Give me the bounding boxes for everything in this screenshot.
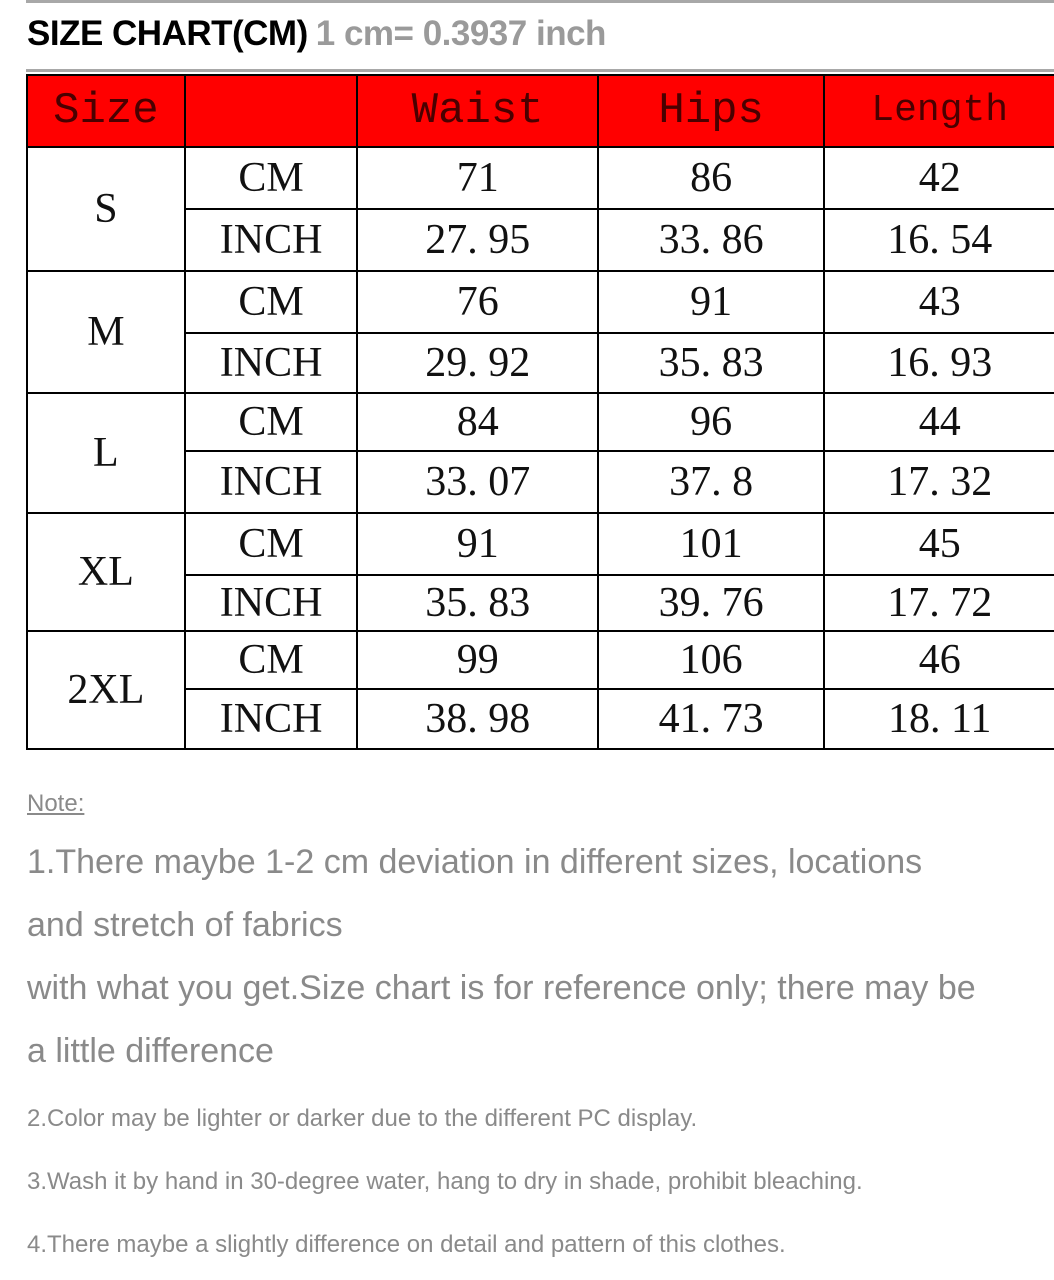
hips-cell: 37. 8 bbox=[596, 450, 826, 514]
unit-cell: CM bbox=[183, 512, 359, 576]
note-label: Note: bbox=[27, 790, 85, 817]
title-main: SIZE CHART(CM) bbox=[27, 14, 308, 53]
hips-cell: 41. 73 bbox=[596, 688, 826, 750]
length-cell: 46 bbox=[823, 630, 1054, 690]
length-cell: 16. 54 bbox=[823, 208, 1054, 272]
length-cell: 17. 32 bbox=[823, 450, 1054, 514]
title-conversion: 1 cm= 0.3937 inch bbox=[315, 14, 607, 53]
note-line: 3.Wash it by hand in 30-degree water, ha… bbox=[27, 1168, 863, 1195]
length-cell: 42 bbox=[823, 146, 1054, 210]
hips-cell: 101 bbox=[596, 512, 826, 576]
table-row: S CM 71 86 42 bbox=[26, 146, 1054, 272]
note-line: 1.There maybe 1-2 cm deviation in differ… bbox=[27, 843, 923, 881]
table-row: 2XL CM 99 106 46 bbox=[26, 630, 1054, 750]
length-cell: 18. 11 bbox=[823, 688, 1054, 750]
header-length: Length bbox=[823, 74, 1054, 148]
waist-cell: 84 bbox=[356, 392, 599, 452]
waist-cell: 91 bbox=[356, 512, 599, 576]
length-cell: 17. 72 bbox=[823, 574, 1054, 632]
note-line: with what you get.Size chart is for refe… bbox=[27, 969, 976, 1007]
table-row: INCH 35. 83 39. 76 17. 72 bbox=[27, 574, 1054, 632]
unit-cell: CM bbox=[183, 630, 359, 690]
table-row: INCH 27. 95 33. 86 16. 54 bbox=[27, 208, 1054, 272]
waist-cell: 27. 95 bbox=[356, 208, 599, 272]
header-size: Size bbox=[26, 74, 186, 148]
size-cell: 2XL bbox=[26, 630, 186, 750]
note-line: and stretch of fabrics bbox=[27, 906, 343, 944]
unit-cell: CM bbox=[183, 392, 359, 452]
waist-cell: 76 bbox=[356, 270, 599, 334]
header-unit bbox=[183, 74, 359, 148]
hips-cell: 33. 86 bbox=[596, 208, 826, 272]
unit-cell: INCH bbox=[183, 688, 359, 750]
hips-cell: 35. 83 bbox=[596, 332, 826, 394]
size-cell: S bbox=[26, 146, 186, 272]
unit-cell: CM bbox=[183, 146, 359, 210]
note-line: 2.Color may be lighter or darker due to … bbox=[27, 1105, 698, 1132]
table-row: XL CM 91 101 45 bbox=[26, 512, 1054, 632]
waist-cell: 29. 92 bbox=[356, 332, 599, 394]
table-row: L CM 84 96 44 bbox=[26, 392, 1054, 514]
header-waist: Waist bbox=[356, 74, 599, 148]
hips-cell: 106 bbox=[596, 630, 826, 690]
waist-cell: 99 bbox=[356, 630, 599, 690]
hips-cell: 39. 76 bbox=[596, 574, 826, 632]
hips-cell: 86 bbox=[596, 146, 826, 210]
unit-cell: INCH bbox=[183, 332, 359, 394]
header-hips: Hips bbox=[596, 74, 826, 148]
waist-cell: 71 bbox=[356, 146, 599, 210]
title-rule bbox=[26, 69, 1054, 72]
size-cell: M bbox=[26, 270, 186, 394]
note-line: 4.There maybe a slightly difference on d… bbox=[27, 1231, 786, 1258]
unit-cell: INCH bbox=[183, 208, 359, 272]
table-row: INCH 38. 98 41. 73 18. 11 bbox=[27, 688, 1054, 750]
size-table: Size Waist Hips Length S CM 71 86 42 INCH 27. … bbox=[26, 74, 1054, 750]
length-cell: 16. 93 bbox=[823, 332, 1054, 394]
size-chart-title: SIZE CHART(CM) 1 cm= 0.3937 inch bbox=[27, 14, 606, 54]
waist-cell: 33. 07 bbox=[356, 450, 599, 514]
unit-cell: INCH bbox=[183, 574, 359, 632]
top-rule bbox=[26, 0, 1054, 3]
waist-cell: 38. 98 bbox=[356, 688, 599, 750]
size-cell: XL bbox=[26, 512, 186, 632]
header-row: Size Waist Hips Length bbox=[26, 74, 1054, 148]
hips-cell: 96 bbox=[596, 392, 826, 452]
note-line: a little difference bbox=[27, 1032, 274, 1070]
unit-cell: INCH bbox=[183, 450, 359, 514]
table-row: INCH 33. 07 37. 8 17. 32 bbox=[27, 450, 1054, 514]
length-cell: 44 bbox=[823, 392, 1054, 452]
hips-cell: 91 bbox=[596, 270, 826, 334]
length-cell: 43 bbox=[823, 270, 1054, 334]
size-cell: L bbox=[26, 392, 186, 514]
table-row: M CM 76 91 43 bbox=[26, 270, 1054, 394]
unit-cell: CM bbox=[183, 270, 359, 334]
length-cell: 45 bbox=[823, 512, 1054, 576]
table-row: INCH 29. 92 35. 83 16. 93 bbox=[27, 332, 1054, 394]
waist-cell: 35. 83 bbox=[356, 574, 599, 632]
